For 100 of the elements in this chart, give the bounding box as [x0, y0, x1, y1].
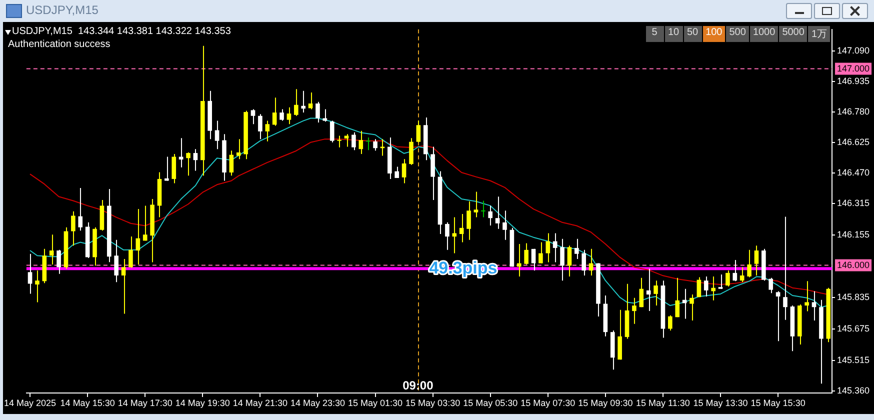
candlestick	[546, 232, 550, 263]
candlestick	[236, 138, 241, 160]
x-tick-label: 14 May 23:30	[290, 398, 346, 408]
annotation: 10	[664, 26, 683, 42]
x-tick-label: 15 May 11:30	[636, 398, 690, 408]
x-tick-label: 15 May 07:30	[520, 398, 576, 408]
candlestick	[696, 276, 702, 298]
candlestick	[142, 205, 148, 242]
candlestick	[690, 294, 694, 321]
candlestick	[286, 106, 292, 125]
candlestick	[402, 158, 406, 184]
candlestick	[747, 249, 752, 278]
candlestick	[337, 135, 342, 148]
candlestick	[776, 290, 780, 342]
x-tick-label: 15 May 05:30	[463, 398, 518, 408]
chart-title: USDJPY,M15	[26, 3, 98, 17]
ref-line-label: 147.000	[837, 64, 870, 74]
candlestick	[574, 238, 579, 260]
candlestick	[582, 249, 586, 276]
candlestick	[632, 297, 636, 324]
candlestick	[121, 258, 126, 314]
candlestick	[812, 290, 816, 321]
annotation: 5000	[779, 26, 808, 42]
candlestick	[488, 205, 493, 226]
candlestick	[330, 120, 334, 143]
candlestick	[452, 216, 457, 254]
candlestick	[718, 274, 723, 290]
candlestick	[804, 280, 809, 312]
candlestick	[732, 259, 738, 282]
annotation: 09:00	[402, 378, 434, 392]
candlestick	[136, 208, 140, 265]
y-tick-label: 146.935	[837, 76, 870, 86]
candlestick	[459, 213, 464, 243]
annotation: Authentication success	[8, 39, 110, 50]
candlestick	[49, 234, 54, 265]
candlestick	[668, 314, 672, 331]
x-tick-label: 15 May 15:30	[750, 398, 806, 408]
candlestick	[618, 309, 622, 360]
x-tick-label: 14 May 2025	[4, 398, 56, 408]
candlestick	[250, 108, 256, 125]
y-tick-label: 146.625	[837, 136, 870, 147]
y-tick-label: 145.835	[837, 292, 870, 302]
candlestick	[358, 130, 364, 155]
candlestick	[56, 249, 61, 274]
candlestick	[675, 277, 680, 318]
annotation: 5	[646, 26, 664, 42]
candlestick	[172, 154, 176, 184]
annotation: 1000	[750, 26, 778, 42]
x-tick-label: 14 May 17:30	[118, 398, 172, 408]
candlestick	[704, 276, 708, 297]
x-tick-label: 15 May 03:30	[406, 398, 460, 408]
candlestick	[516, 244, 522, 277]
candlestick	[35, 270, 40, 303]
candlestick	[538, 242, 543, 264]
candlestick	[373, 138, 378, 152]
candlestick	[474, 191, 478, 218]
candlestick	[481, 200, 486, 218]
candlestick	[366, 137, 370, 151]
candlestick	[646, 268, 651, 312]
candlestick	[531, 248, 536, 272]
candlestick	[301, 90, 306, 114]
candlestick	[639, 277, 644, 308]
candlestick	[114, 239, 118, 283]
candlestick	[445, 222, 450, 250]
candlestick	[280, 108, 284, 122]
candlestick	[214, 120, 220, 150]
candlestick	[322, 108, 328, 122]
x-tick-label: 14 May 15:30	[60, 398, 115, 408]
candlestick	[768, 277, 774, 294]
candlestick	[567, 245, 572, 277]
candlestick	[502, 210, 507, 240]
candlestick	[754, 245, 759, 276]
candlestick	[380, 138, 385, 156]
candlestick	[394, 166, 400, 178]
x-tick-label: 15 May 09:30	[578, 398, 633, 408]
y-tick-label: 145.360	[837, 386, 870, 396]
annotation: 500	[726, 26, 749, 42]
candlestick	[316, 101, 320, 124]
annotation: 100	[702, 26, 726, 42]
candlestick	[272, 97, 277, 126]
candlestick	[552, 232, 558, 263]
candlestick	[740, 266, 744, 283]
candlestick	[258, 114, 262, 140]
candlestick	[344, 134, 349, 148]
y-tick-label: 146.315	[837, 198, 870, 208]
candlestick	[560, 238, 564, 282]
candlestick	[654, 280, 658, 306]
candlestick	[186, 152, 190, 176]
candlestick	[409, 138, 414, 166]
candlestick	[229, 150, 234, 176]
candlestick	[71, 210, 76, 246]
candlestick	[193, 148, 198, 172]
annotation: 50	[684, 26, 702, 42]
candlestick	[128, 236, 133, 268]
y-tick-label: 146.470	[837, 167, 870, 178]
candlestick	[524, 242, 528, 265]
candlestick	[294, 88, 298, 116]
candlestick	[726, 270, 730, 287]
candlestick	[711, 276, 716, 301]
y-tick-label: 145.515	[837, 355, 870, 366]
